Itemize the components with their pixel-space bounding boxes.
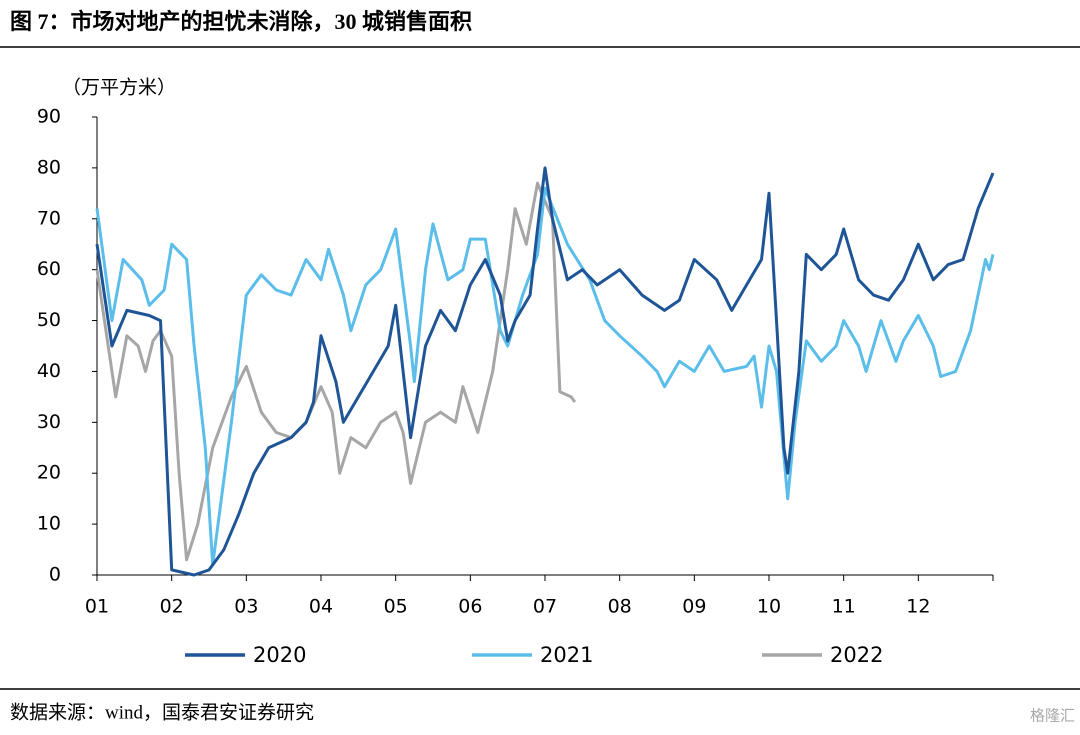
series-line <box>95 166 995 577</box>
chart-title: 图 7：市场对地产的担忧未消除，30 城销售面积 <box>10 9 472 34</box>
watermark: 格隆汇 <box>1030 707 1075 725</box>
y-tick-label: 40 <box>37 360 61 382</box>
x-tick-label: 01 <box>85 596 109 618</box>
source: 数据来源：wind，国泰君安证券研究 <box>10 701 314 723</box>
x-tick-label: 05 <box>384 596 408 618</box>
x-tick-label: 08 <box>608 596 632 618</box>
legend-label: 2022 <box>830 643 883 667</box>
x-tick-label: 03 <box>234 596 258 618</box>
x-tick-label: 04 <box>309 596 333 618</box>
y-axis-label: （万平方米） <box>62 77 176 99</box>
y-tick-label: 80 <box>37 156 61 178</box>
y-tick-label: 90 <box>37 106 61 128</box>
x-tick-label: 09 <box>682 596 706 618</box>
series-line <box>95 181 577 562</box>
x-tick-label: 11 <box>832 596 856 618</box>
legend-label: 2021 <box>540 643 593 667</box>
legend-label: 2020 <box>253 643 306 667</box>
y-tick-label: 70 <box>37 207 61 229</box>
x-tick-label: 12 <box>906 596 930 618</box>
series-line <box>95 186 995 567</box>
y-tick-label: 50 <box>37 309 61 331</box>
x-tick-label: 07 <box>533 596 557 618</box>
y-tick-label: 20 <box>37 462 61 484</box>
x-tick-label: 10 <box>757 596 781 618</box>
y-tick-label: 30 <box>37 411 61 433</box>
x-tick-label: 02 <box>160 596 184 618</box>
y-tick-label: 10 <box>37 513 61 535</box>
y-tick-label: 0 <box>49 564 61 586</box>
x-tick-label: 06 <box>458 596 482 618</box>
y-tick-label: 60 <box>37 258 61 280</box>
